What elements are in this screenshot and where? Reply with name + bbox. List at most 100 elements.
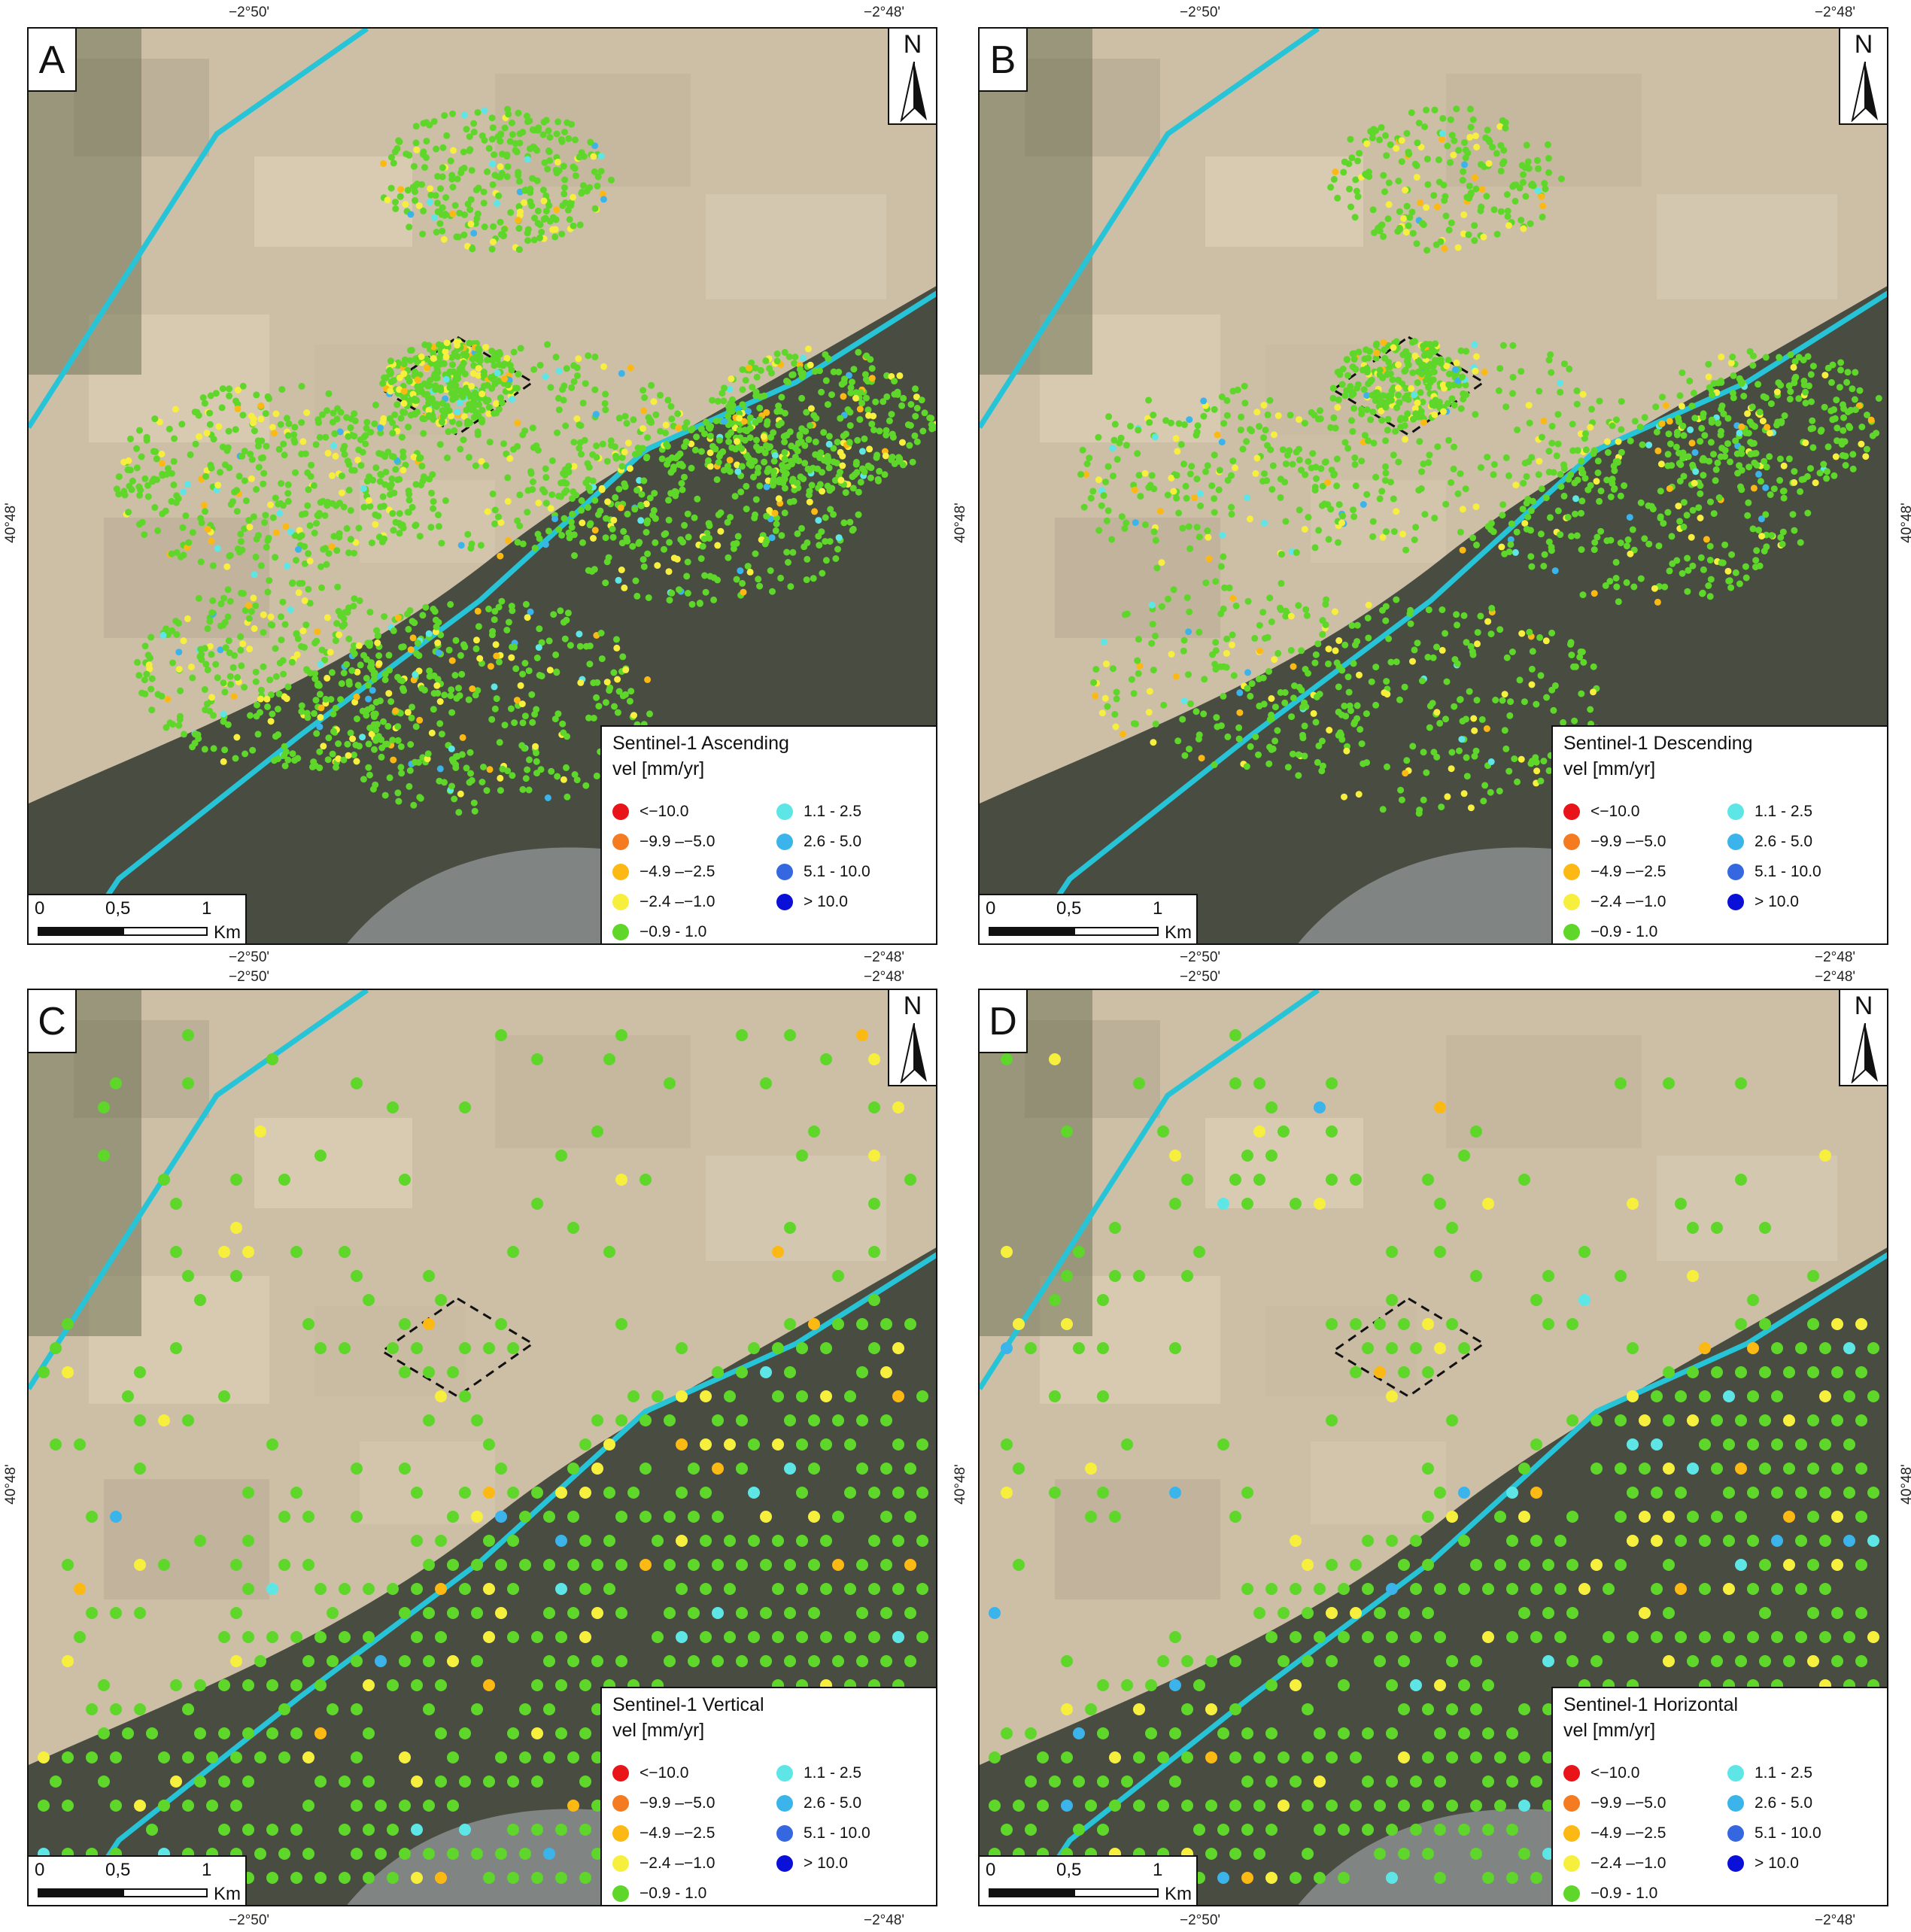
- velocity-point: [609, 525, 616, 533]
- velocity-point: [770, 457, 778, 465]
- velocity-point: [438, 731, 445, 738]
- velocity-point: [432, 386, 439, 393]
- velocity-point: [512, 665, 520, 673]
- velocity-point: [603, 679, 611, 686]
- velocity-point: [311, 639, 319, 647]
- velocity-point: [1343, 356, 1350, 363]
- velocity-point: [435, 1390, 447, 1402]
- velocity-point: [597, 630, 605, 636]
- velocity-point: [736, 1463, 748, 1475]
- velocity-point: [386, 774, 393, 782]
- velocity-point: [1524, 158, 1532, 166]
- velocity-point: [561, 129, 568, 135]
- velocity-point: [1390, 495, 1397, 503]
- velocity-point: [170, 1246, 182, 1258]
- velocity-point: [1557, 379, 1564, 387]
- velocity-point: [822, 377, 830, 384]
- velocity-point: [1867, 416, 1875, 424]
- velocity-point: [1246, 515, 1253, 523]
- velocity-point: [345, 460, 353, 468]
- velocity-point: [1296, 457, 1303, 463]
- velocity-point: [448, 686, 455, 694]
- velocity-point: [717, 509, 725, 516]
- velocity-point: [801, 442, 809, 449]
- velocity-point: [1213, 714, 1220, 721]
- velocity-point: [1697, 515, 1704, 521]
- velocity-point: [313, 730, 321, 737]
- velocity-point: [311, 709, 317, 717]
- velocity-point: [413, 146, 421, 153]
- velocity-point: [666, 597, 673, 604]
- fault-line: [1023, 290, 1887, 943]
- velocity-point: [681, 521, 688, 529]
- velocity-point: [603, 1535, 615, 1547]
- velocity-point: [487, 663, 494, 670]
- velocity-point: [310, 481, 317, 489]
- velocity-point: [1469, 534, 1477, 542]
- velocity-point: [1576, 653, 1584, 661]
- velocity-point: [548, 767, 555, 775]
- velocity-point: [1541, 551, 1548, 558]
- velocity-point: [86, 1607, 98, 1619]
- legend-swatch: [612, 924, 629, 940]
- velocity-point: [275, 690, 283, 697]
- velocity-point: [640, 556, 647, 564]
- velocity-point: [441, 691, 448, 699]
- velocity-point: [364, 682, 372, 689]
- velocity-point: [1709, 391, 1715, 399]
- velocity-point: [1205, 533, 1212, 541]
- velocity-point: [892, 1101, 904, 1113]
- map-view[interactable]: [27, 989, 937, 1906]
- velocity-point: [882, 452, 889, 460]
- velocity-point: [1590, 546, 1598, 554]
- velocity-point: [394, 673, 402, 681]
- velocity-point: [335, 740, 342, 747]
- velocity-point: [266, 1053, 278, 1065]
- velocity-point: [201, 686, 208, 693]
- velocity-point: [1596, 497, 1603, 505]
- velocity-point: [1156, 507, 1164, 515]
- velocity-point: [701, 430, 708, 438]
- velocity-point: [445, 646, 453, 654]
- velocity-point: [1392, 427, 1399, 435]
- velocity-point: [284, 497, 292, 505]
- velocity-point: [1590, 450, 1597, 457]
- velocity-point: [1849, 451, 1857, 458]
- velocity-point: [428, 729, 436, 737]
- velocity-point: [1445, 381, 1453, 388]
- velocity-point: [591, 386, 599, 393]
- velocity-point: [1738, 486, 1745, 494]
- velocity-point: [302, 1318, 314, 1330]
- velocity-point: [1673, 443, 1680, 451]
- velocity-point: [1497, 167, 1505, 175]
- velocity-point: [926, 415, 934, 421]
- velocity-point: [448, 412, 454, 420]
- velocity-point: [480, 199, 488, 207]
- scale-bar: 0 0,5 1 Km: [978, 894, 1198, 945]
- velocity-point: [505, 536, 512, 544]
- velocity-point: [239, 412, 247, 419]
- velocity-point: [1347, 707, 1354, 715]
- velocity-point: [1755, 470, 1762, 478]
- velocity-point: [567, 518, 575, 526]
- velocity-point: [1381, 188, 1388, 196]
- velocity-point: [1461, 161, 1468, 169]
- velocity-point: [206, 707, 213, 715]
- velocity-point: [507, 1776, 519, 1788]
- velocity-point: [907, 401, 915, 408]
- velocity-point: [913, 393, 920, 401]
- velocity-point: [1259, 609, 1267, 616]
- velocity-point: [712, 1511, 724, 1523]
- velocity-point: [1310, 709, 1317, 717]
- velocity-point: [808, 1463, 820, 1475]
- velocity-point: [1499, 512, 1506, 519]
- velocity-point: [1537, 672, 1545, 679]
- velocity-point: [1255, 751, 1262, 758]
- velocity-point: [1565, 475, 1572, 483]
- scale-tick-0: 0: [986, 898, 996, 919]
- velocity-point: [515, 169, 522, 176]
- velocity-point: [450, 147, 457, 154]
- velocity-point: [559, 202, 567, 209]
- velocity-point: [1282, 612, 1290, 620]
- velocity-point: [330, 442, 337, 449]
